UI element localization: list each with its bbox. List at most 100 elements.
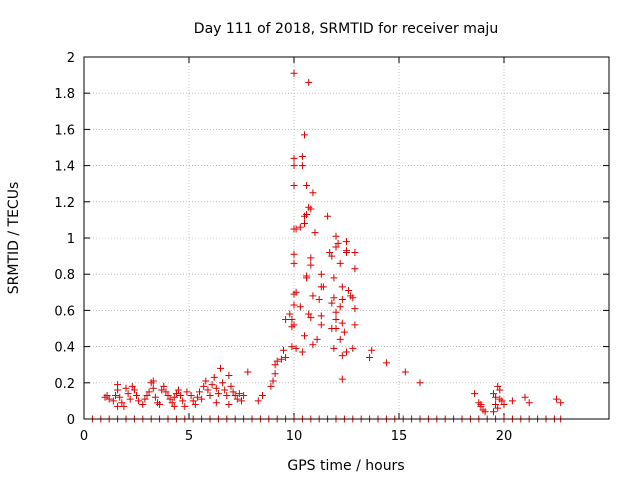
data-point bbox=[366, 353, 374, 361]
data-point bbox=[332, 232, 340, 240]
data-point bbox=[328, 299, 336, 307]
data-point bbox=[145, 388, 153, 396]
data-point bbox=[336, 335, 344, 343]
data-point bbox=[240, 391, 248, 399]
y-tick-label: 0.2 bbox=[54, 377, 75, 392]
data-point bbox=[204, 386, 212, 394]
x-tick-label: 10 bbox=[286, 429, 303, 444]
data-point bbox=[156, 401, 164, 409]
data-point bbox=[296, 223, 304, 231]
data-point bbox=[498, 397, 506, 405]
data-point bbox=[303, 182, 311, 190]
data-point bbox=[254, 397, 262, 405]
data-point bbox=[143, 391, 151, 399]
data-point bbox=[290, 259, 298, 267]
data-point bbox=[286, 310, 294, 318]
data-point bbox=[122, 384, 130, 392]
data-point bbox=[170, 393, 178, 401]
data-point bbox=[332, 243, 340, 251]
data-point bbox=[416, 379, 424, 387]
data-point bbox=[319, 283, 327, 291]
data-point bbox=[330, 274, 338, 282]
data-point bbox=[309, 292, 317, 300]
data-point bbox=[166, 395, 174, 403]
data-point bbox=[206, 391, 214, 399]
data-point bbox=[139, 401, 147, 409]
data-point bbox=[326, 248, 334, 256]
data-point bbox=[328, 325, 336, 332]
data-point bbox=[481, 408, 489, 416]
data-point bbox=[162, 388, 170, 396]
data-point bbox=[151, 393, 159, 401]
data-point bbox=[114, 381, 122, 389]
data-point bbox=[271, 361, 279, 369]
data-point bbox=[301, 220, 308, 228]
data-point bbox=[334, 239, 342, 247]
data-point bbox=[500, 401, 508, 409]
data-point bbox=[303, 274, 311, 282]
data-point bbox=[168, 399, 176, 407]
data-point bbox=[307, 254, 315, 262]
data-point bbox=[490, 390, 497, 398]
data-point bbox=[471, 390, 479, 398]
data-point bbox=[351, 248, 359, 256]
y-tick-label: 1 bbox=[67, 232, 75, 247]
data-point bbox=[351, 265, 359, 273]
data-point bbox=[114, 402, 122, 410]
data-point bbox=[477, 401, 485, 409]
data-point bbox=[210, 373, 218, 381]
data-point bbox=[280, 346, 287, 354]
data-point bbox=[130, 386, 138, 394]
data-point bbox=[267, 382, 275, 390]
data-point bbox=[298, 153, 306, 161]
data-point bbox=[311, 229, 319, 237]
plot-frame bbox=[83, 56, 610, 420]
data-point bbox=[290, 250, 298, 258]
data-point bbox=[317, 321, 325, 329]
data-point bbox=[343, 248, 350, 256]
y-tick-label: 0 bbox=[67, 413, 75, 428]
data-point bbox=[181, 402, 189, 410]
y-tick-label: 1.6 bbox=[54, 123, 75, 138]
data-point bbox=[175, 386, 182, 394]
data-point bbox=[231, 391, 239, 399]
data-point bbox=[225, 401, 233, 409]
data-point bbox=[298, 162, 306, 170]
data-point bbox=[292, 344, 300, 352]
data-point bbox=[187, 391, 195, 399]
data-point bbox=[103, 391, 111, 399]
data-point bbox=[343, 348, 350, 356]
data-point bbox=[128, 382, 136, 390]
data-point bbox=[158, 386, 166, 394]
data-point bbox=[330, 294, 338, 302]
data-point bbox=[313, 335, 321, 343]
data-point bbox=[212, 384, 220, 392]
data-point bbox=[238, 397, 245, 405]
data-point bbox=[349, 344, 357, 352]
data-point bbox=[288, 315, 296, 323]
data-point bbox=[109, 397, 117, 405]
data-point bbox=[305, 78, 313, 86]
data-point bbox=[282, 315, 290, 323]
data-point bbox=[191, 401, 199, 409]
x-tick-label: 5 bbox=[185, 429, 193, 444]
data-point bbox=[189, 397, 197, 405]
data-point bbox=[290, 162, 298, 170]
data-point bbox=[208, 381, 216, 389]
data-point bbox=[259, 391, 266, 399]
data-point bbox=[290, 69, 298, 77]
data-point bbox=[198, 395, 206, 403]
data-point bbox=[290, 225, 298, 233]
data-point bbox=[235, 390, 243, 398]
data-point bbox=[105, 395, 113, 403]
data-point bbox=[349, 294, 357, 302]
data-point bbox=[273, 357, 281, 365]
data-point bbox=[149, 377, 157, 385]
data-point bbox=[309, 341, 317, 349]
data-point bbox=[225, 372, 233, 380]
data-point bbox=[193, 393, 201, 401]
data-point bbox=[277, 355, 285, 363]
data-point bbox=[296, 303, 304, 311]
data-point bbox=[164, 391, 172, 399]
